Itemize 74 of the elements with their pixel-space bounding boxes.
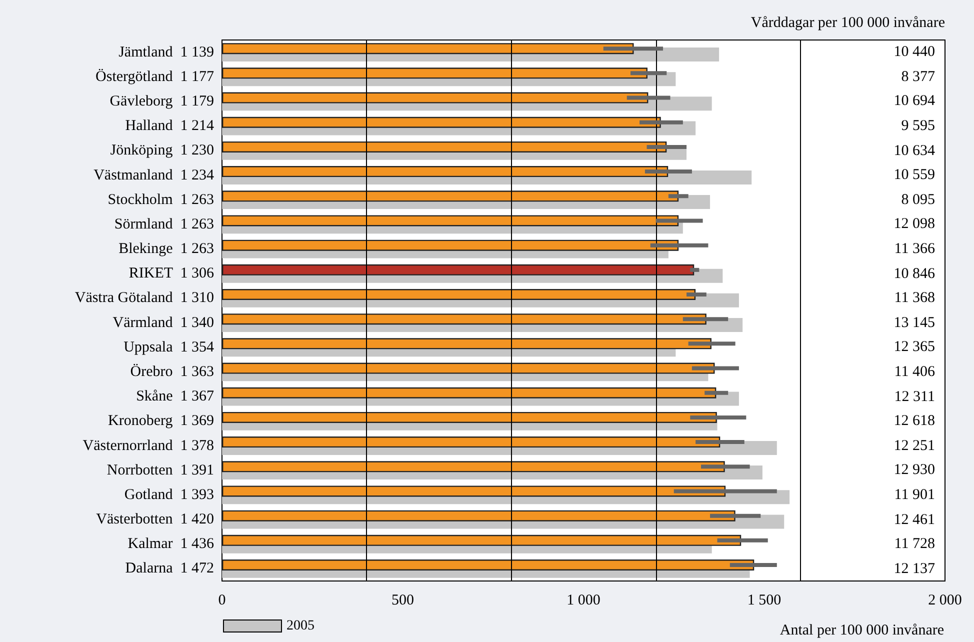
category-label: RIKET 1 306 — [128, 266, 214, 282]
text: 10 634 — [894, 142, 935, 159]
category-label: Uppsala 1 354 — [124, 339, 214, 356]
category-label: Norrbotten 1 391 — [106, 462, 214, 478]
bar — [222, 264, 694, 276]
category-label: Kalmar 1 436 — [128, 536, 214, 552]
text: 8 095 — [901, 192, 935, 208]
category-label: Västernorrland 1 378 — [82, 438, 214, 454]
text: Vårddagar per 100 000 invånare — [750, 15, 945, 32]
text: 11 368 — [894, 290, 935, 306]
text: 12 930 — [894, 462, 935, 478]
category-label: Gotland 1 393 — [124, 486, 214, 503]
category-label: Västmanland 1 234 — [94, 167, 214, 184]
text: 11 406 — [894, 364, 935, 380]
x-tick-label: 500 — [392, 592, 414, 608]
category-label: Värmland 1 340 — [112, 314, 214, 331]
bar — [222, 190, 679, 202]
bar — [222, 387, 716, 398]
category-label: Blekinge 1 263 — [118, 241, 214, 258]
x-axis-title: Antal per 100 000 invånare — [780, 622, 944, 638]
text: 12 618 — [894, 413, 935, 430]
category-label: Gävleborg 1 179 — [110, 93, 214, 110]
text: 10 846 — [894, 266, 935, 282]
text: 11 728 — [894, 536, 935, 552]
category-label: Jämtland 1 139 — [118, 44, 214, 60]
bar — [222, 68, 648, 79]
text: 12 098 — [894, 216, 935, 232]
text: 12 365 — [894, 339, 935, 356]
bar — [222, 92, 648, 104]
text: 11 366 — [894, 241, 935, 258]
bar — [222, 289, 696, 300]
x-tick-label: 1 500 — [747, 592, 782, 608]
bar — [222, 362, 715, 374]
x-tick-label: 2 000 — [928, 592, 962, 608]
text: 13 145 — [894, 314, 935, 331]
text: 10 694 — [894, 93, 935, 110]
text: 11 901 — [894, 486, 935, 503]
category-label: Skåne 1 367 — [136, 388, 214, 405]
category-label: Sörmland 1 263 — [114, 216, 214, 232]
bar — [222, 43, 634, 54]
category-label: Västerbotten 1 420 — [96, 512, 214, 528]
bar — [222, 338, 712, 350]
x-tick-label: 0 — [218, 592, 226, 608]
text: 12 251 — [894, 438, 935, 454]
bar — [222, 314, 706, 325]
bar — [222, 461, 725, 472]
text: 9 595 — [901, 118, 935, 134]
bar — [222, 116, 661, 128]
text: 10 559 — [894, 167, 935, 184]
category-label: Jönköping 1 230 — [110, 142, 214, 159]
category-label: Stockholm 1 263 — [108, 192, 214, 208]
text: 12 311 — [894, 388, 935, 405]
bar — [222, 240, 679, 251]
bar — [222, 215, 679, 226]
category-label: Halland 1 214 — [125, 118, 214, 134]
bar — [222, 412, 717, 423]
category-label: Dalarna 1 472 — [125, 560, 214, 577]
bar — [222, 166, 668, 178]
x-tick-label: 1 000 — [566, 592, 600, 608]
text: 12 137 — [894, 560, 935, 577]
category-label: Örebro 1 363 — [130, 364, 214, 380]
bar — [222, 141, 667, 152]
category-label: Västra Götaland 1 310 — [74, 290, 214, 306]
text: 10 440 — [894, 44, 935, 60]
bar — [222, 510, 736, 522]
category-label: Östergötland 1 177 — [96, 68, 214, 85]
text: 8 377 — [901, 68, 935, 85]
bar — [222, 436, 720, 448]
bar — [222, 560, 754, 571]
legend-label: 2005 — [286, 618, 314, 634]
bar — [222, 486, 726, 497]
text: 12 461 — [894, 512, 935, 528]
bar — [222, 534, 742, 546]
category-label: Kronoberg 1 369 — [108, 413, 214, 430]
